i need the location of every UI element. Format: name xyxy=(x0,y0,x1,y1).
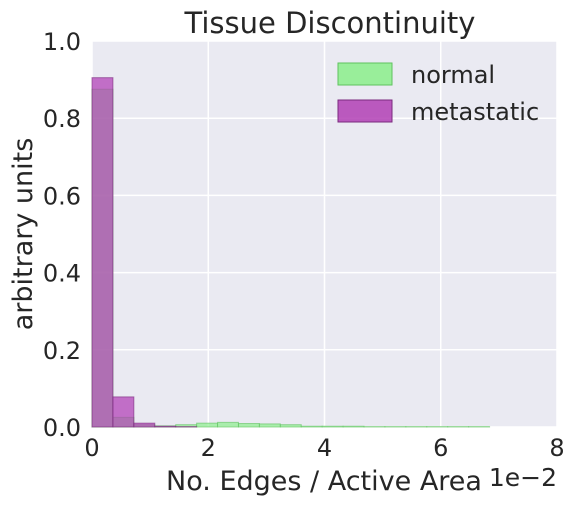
histogram-bar-metastatic xyxy=(133,422,156,428)
y-tick-label: 0.6 xyxy=(43,182,81,210)
histogram-bar-normal xyxy=(321,425,344,428)
legend-swatch-metastatic xyxy=(337,99,393,123)
legend-label-normal: normal xyxy=(411,61,495,89)
histogram-bar-metastatic xyxy=(112,396,135,428)
histogram-bar-normal xyxy=(258,423,281,428)
x-tick-label: 0 xyxy=(84,434,99,462)
histogram-bar-normal xyxy=(196,422,219,428)
y-tick-label: 1.0 xyxy=(43,28,81,56)
x-axis-scale-label: 1e−2 xyxy=(489,463,557,492)
histogram-bar-normal xyxy=(342,425,365,428)
legend-label-metastatic: metastatic xyxy=(411,98,539,126)
chart-title: Tissue Discontinuity xyxy=(184,6,476,40)
series-metastatic xyxy=(91,77,198,428)
y-tick-label: 0.0 xyxy=(43,414,81,442)
histogram-bar-metastatic xyxy=(91,77,114,428)
x-tick-label: 6 xyxy=(433,434,448,462)
legend-swatch-normal xyxy=(337,62,393,86)
grid-lines xyxy=(91,40,558,428)
histogram-bar-normal xyxy=(279,424,302,428)
x-tick-labels: 0 2 4 6 8 xyxy=(84,434,564,462)
histogram-bar-normal xyxy=(217,421,239,428)
y-tick-label: 0.8 xyxy=(43,105,81,133)
y-tick-label: 0.4 xyxy=(43,260,81,288)
histogram-bar-normal xyxy=(237,423,260,428)
y-tick-labels: 0.0 0.2 0.4 0.6 0.8 1.0 xyxy=(43,28,81,442)
x-axis-label: No. Edges / Active Area xyxy=(166,466,482,497)
histogram-bar-metastatic xyxy=(154,425,177,428)
legend: normal metastatic xyxy=(337,61,539,126)
histogram-bar-normal xyxy=(300,425,323,428)
y-axis-label: arbitrary units xyxy=(8,138,39,331)
x-tick-label: 2 xyxy=(201,434,216,462)
x-tick-label: 4 xyxy=(317,434,332,462)
y-tick-label: 0.2 xyxy=(43,337,81,365)
x-tick-label: 8 xyxy=(549,434,564,462)
